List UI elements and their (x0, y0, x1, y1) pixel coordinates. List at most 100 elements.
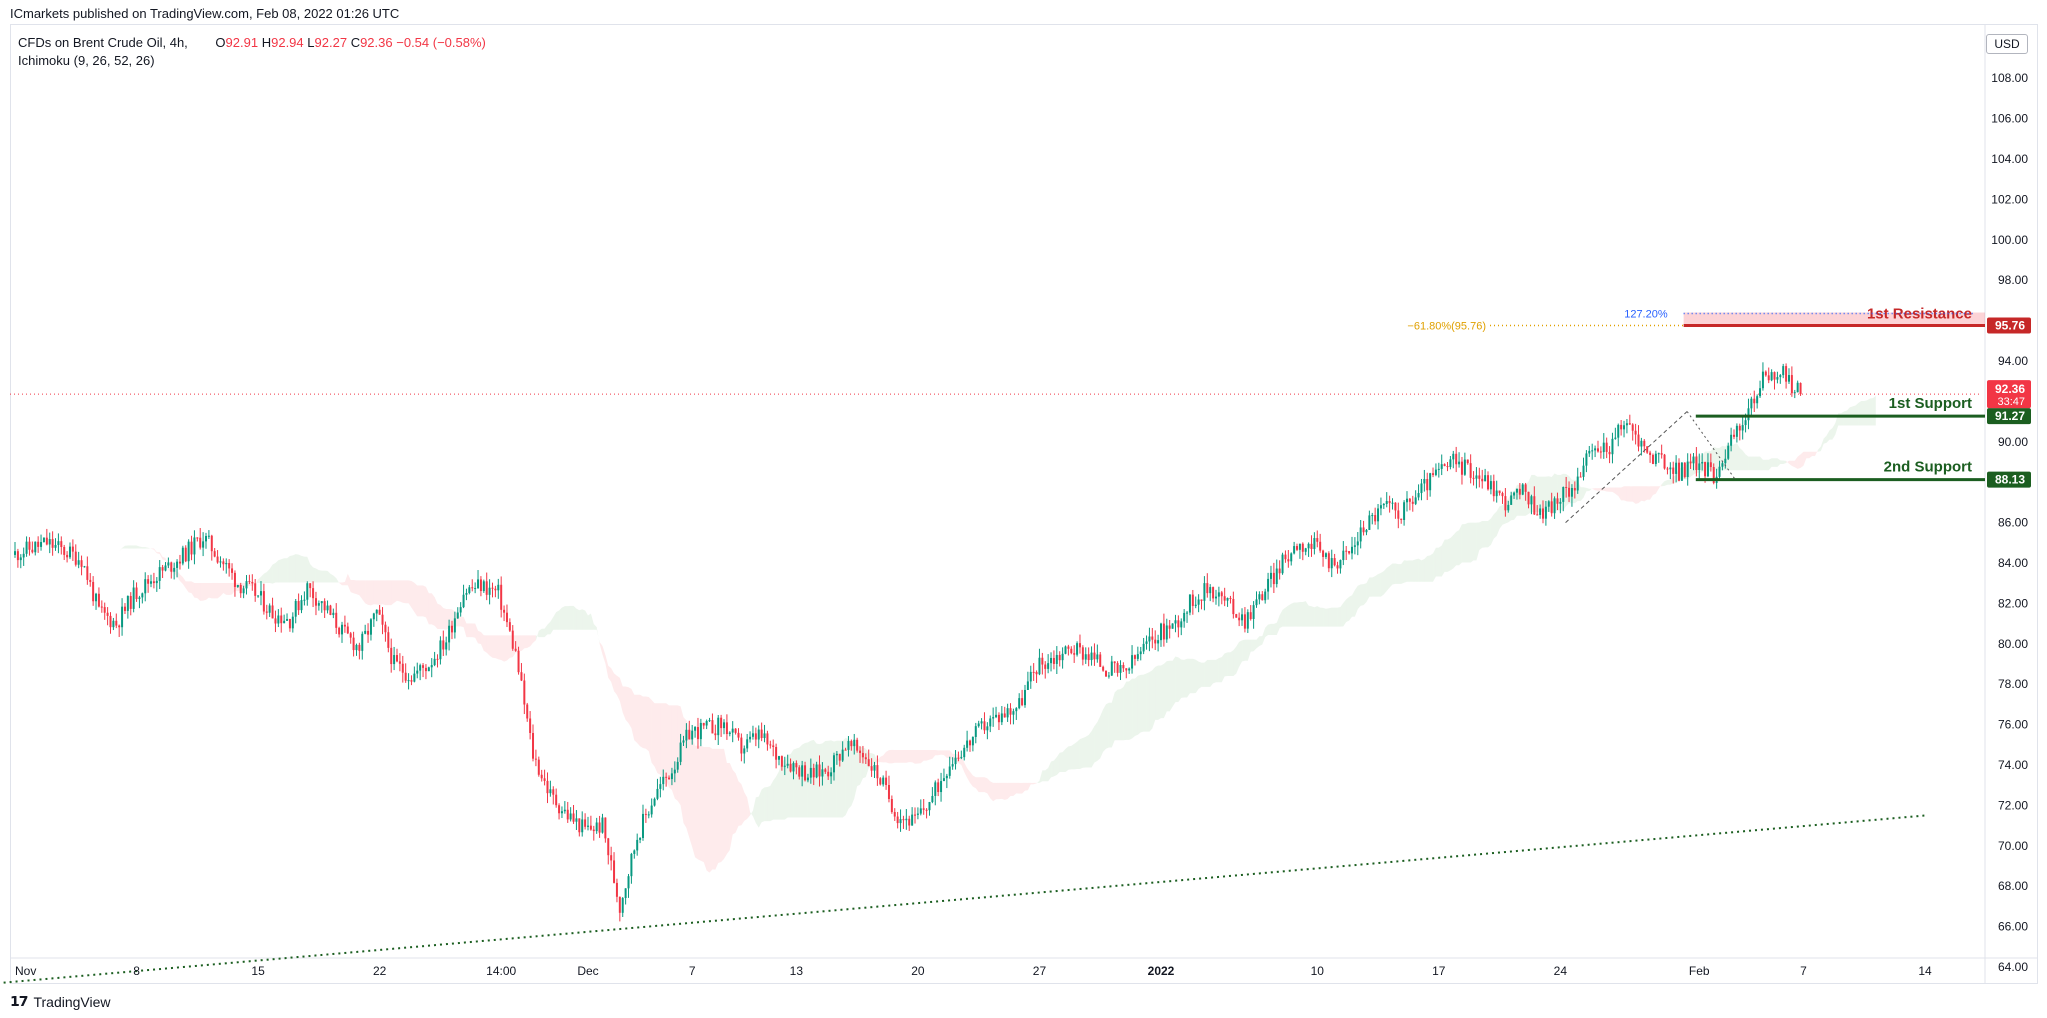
candle (1680, 462, 1683, 481)
cloud-segment (1540, 476, 1543, 513)
candle (1110, 661, 1113, 676)
candle (1058, 654, 1061, 661)
candle (393, 655, 396, 665)
cloud-segment (388, 580, 392, 606)
candle (1501, 493, 1504, 497)
cloud-segment (1652, 486, 1656, 496)
cloud-segment (1447, 537, 1451, 572)
candle (1113, 661, 1116, 664)
time-tick-label: 22 (373, 964, 387, 978)
candle (902, 819, 905, 821)
cloud-segment (602, 645, 606, 664)
cloud-segment (1473, 522, 1477, 561)
candle (1168, 625, 1171, 629)
cloud-segment (943, 750, 947, 758)
cloud-segment (1658, 484, 1662, 489)
cloud-segment (339, 582, 343, 586)
candle (25, 541, 28, 554)
candle (404, 672, 407, 681)
cloud-segment (1305, 601, 1309, 627)
cloud-segment (1734, 443, 1737, 471)
cloud-segment (1476, 522, 1480, 561)
cloud-segment (394, 580, 397, 603)
cloud-segment (1048, 761, 1052, 782)
cloud-segment (1288, 603, 1292, 627)
cloud-segment (1224, 652, 1228, 677)
candle (896, 816, 899, 824)
resistance-label: 1st Resistance (1867, 305, 1972, 322)
candle (615, 882, 618, 897)
cloud-segment (1094, 722, 1098, 763)
candle (610, 855, 613, 861)
candle (1776, 377, 1779, 380)
cloud-segment (408, 580, 412, 608)
cloud-segment (1045, 768, 1049, 782)
candle (728, 732, 731, 735)
cloud-segment (217, 582, 221, 599)
candle (636, 839, 639, 851)
cloud-segment (1777, 458, 1781, 467)
candle (1547, 501, 1550, 507)
cloud-segment (449, 608, 452, 629)
cloud-segment (949, 750, 953, 761)
candle (1466, 459, 1469, 464)
candle (969, 740, 971, 746)
cloud-segment (330, 573, 334, 583)
candle (607, 838, 610, 856)
cloud-segment (1409, 560, 1413, 582)
cloud-segment (1198, 661, 1202, 689)
candle (1223, 596, 1226, 601)
candle (22, 553, 25, 558)
candle (1643, 440, 1646, 447)
candle (1212, 587, 1215, 599)
candle (795, 763, 798, 768)
candle (1177, 620, 1180, 628)
trend-line (0, 814, 1926, 984)
cloud-segment (1117, 689, 1121, 741)
cloud-segment (1433, 547, 1436, 582)
cloud-segment (327, 570, 331, 583)
cloud-segment (1291, 602, 1295, 627)
cloud-segment (148, 547, 152, 549)
candle (1704, 462, 1707, 477)
cloud-segment (1207, 659, 1211, 687)
cloud-segment (1146, 672, 1150, 732)
candle (1333, 558, 1336, 566)
candle (1582, 465, 1585, 477)
cloud-segment (1334, 607, 1338, 627)
cloud-segment (1088, 731, 1092, 768)
candle (815, 764, 818, 778)
cloud-segment (1282, 607, 1286, 627)
candle (734, 728, 737, 733)
cloud-segment (1100, 709, 1104, 759)
legend-symbol: CFDs on Brent Crude Oil, 4h, (18, 35, 188, 50)
candle (219, 561, 222, 563)
cloud-segment (715, 748, 719, 870)
candle (1105, 670, 1108, 677)
cloud-segment (1424, 555, 1428, 582)
candle (103, 607, 106, 613)
cloud-segment (709, 746, 713, 873)
candle (259, 591, 262, 596)
candle (1301, 543, 1304, 552)
currency-badge[interactable]: USD (1986, 34, 2028, 54)
cloud-segment (611, 668, 615, 692)
candle (1119, 664, 1122, 673)
candle (77, 560, 80, 565)
candle (957, 757, 960, 759)
cloud-segment (677, 705, 681, 806)
cloud-segment (1337, 606, 1341, 627)
candle (1102, 666, 1105, 671)
cloud-segment (1841, 411, 1844, 426)
candle (1351, 546, 1353, 554)
candle (436, 658, 439, 660)
candle (731, 728, 734, 733)
cloud-segment (504, 635, 507, 662)
cloud-segment (153, 548, 157, 554)
candle (1188, 594, 1191, 613)
price-tick-label: 72.00 (1998, 798, 2028, 812)
cloud-segment (877, 756, 881, 763)
candle (494, 588, 497, 591)
cloud-segment (1126, 681, 1130, 740)
